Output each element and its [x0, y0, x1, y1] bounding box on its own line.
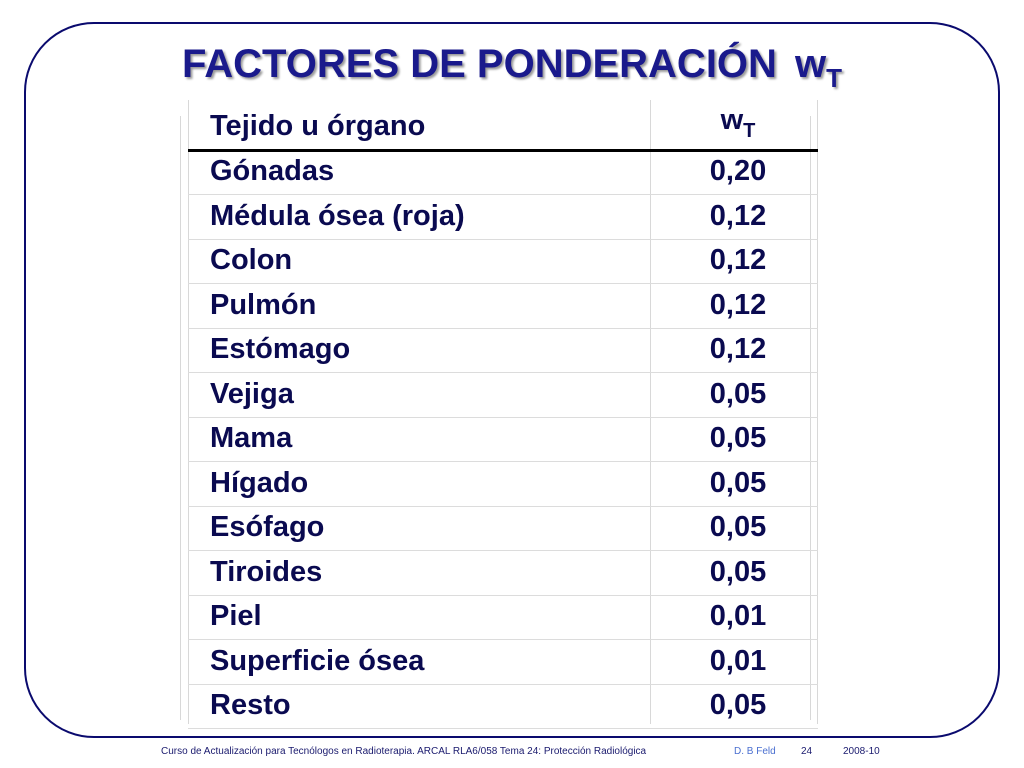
row-factor: 0,12 [709, 199, 767, 232]
footer-author: D. B Feld [734, 746, 776, 757]
header-factor: wT [658, 104, 818, 141]
row-factor: 0,12 [709, 288, 767, 321]
row-tissue: Esófago [210, 511, 325, 543]
header-separator [188, 149, 818, 152]
slide-frame [24, 22, 1000, 738]
row-factor: 0,01 [709, 600, 767, 632]
table-row: Resto 0,05 [188, 685, 818, 729]
row-factor: 0,20 [709, 155, 767, 187]
row-tissue: Estómago [210, 333, 351, 365]
table-row: Piel 0,01 [188, 596, 818, 640]
title-symbol-base: w [794, 42, 827, 86]
footer-course: Curso de Actualización para Tecnólogos e… [161, 746, 647, 757]
row-tissue: Pulmón [210, 288, 317, 321]
slide-title: FACTORES DE PONDERACIÓN wT [0, 42, 1024, 91]
row-factor: 0,01 [709, 644, 767, 677]
table-inner-left-border [188, 100, 189, 724]
slide-footer: Curso de Actualización para Tecnólogos e… [0, 746, 1024, 762]
row-tissue: Tiroides [210, 555, 323, 588]
table-row: Esófago 0,05 [188, 507, 818, 551]
table-row: Vejiga 0,05 [188, 374, 818, 418]
row-tissue: Médula ósea (roja) [210, 199, 465, 232]
weighting-factors-table: Tejido u órgano wT Gónadas 0,20 Médula óse… [180, 100, 818, 729]
row-tissue: Hígado [210, 466, 309, 499]
table-outer-right-border [817, 100, 818, 724]
table-left-border [180, 116, 181, 720]
table-row: Pulmón 0,12 [188, 285, 818, 329]
table-row: Estómago 0,12 [188, 329, 818, 373]
row-tissue: Resto [210, 689, 291, 721]
row-factor: 0,05 [709, 466, 767, 499]
table-row: Médula ósea (roja) 0,12 [188, 196, 818, 240]
header-factor-subscript: T [743, 120, 756, 142]
table-row: Hígado 0,05 [188, 463, 818, 507]
row-factor: 0,05 [709, 422, 767, 454]
title-symbol-subscript: T [826, 63, 842, 93]
footer-page-number: 24 [801, 746, 813, 757]
title-symbol: wT [794, 42, 842, 91]
row-factor: 0,12 [709, 244, 767, 276]
row-factor: 0,05 [709, 377, 767, 410]
row-factor: 0,05 [709, 689, 767, 721]
row-tissue: Superficie ósea [210, 644, 425, 677]
row-factor: 0,12 [709, 333, 767, 365]
table-row: Colon 0,12 [188, 240, 818, 284]
row-tissue: Gónadas [210, 155, 335, 187]
table-row: Gónadas 0,20 [188, 151, 818, 195]
footer-date: 2008-10 [843, 746, 880, 757]
table-column-divider [650, 100, 651, 724]
row-tissue: Piel [210, 600, 262, 632]
header-factor-base: w [720, 104, 744, 136]
header-tissue: Tejido u órgano [210, 110, 426, 142]
table-row: Superficie ósea 0,01 [188, 641, 818, 685]
table-row: Mama 0,05 [188, 418, 818, 462]
row-tissue: Mama [210, 422, 293, 454]
row-factor: 0,05 [709, 555, 767, 588]
table-gridlines [180, 100, 818, 724]
title-text: FACTORES DE PONDERACIÓN [182, 42, 777, 86]
row-factor: 0,05 [709, 511, 767, 543]
row-tissue: Vejiga [210, 377, 294, 410]
table-row: Tiroides 0,05 [188, 552, 818, 596]
table-header-row: Tejido u órgano wT [188, 104, 818, 150]
row-tissue: Colon [210, 244, 293, 276]
table-right-border [810, 116, 811, 720]
